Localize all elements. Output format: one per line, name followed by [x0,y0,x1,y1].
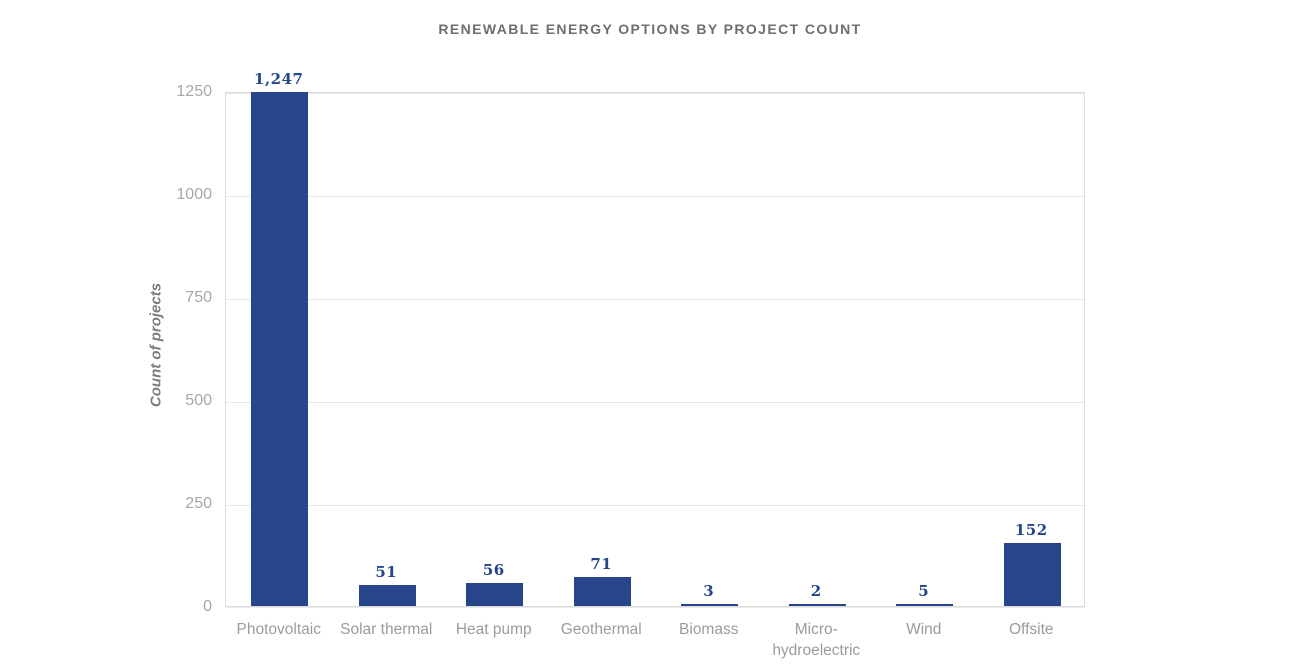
gridline-0 [226,607,1084,608]
x-tick-label-micro-hydroelectric: Micro-hydroelectric [741,619,891,661]
gridline-1000 [226,195,1084,197]
bar-heat-pump [466,582,524,606]
bar-biomass [681,604,739,606]
x-tick-label-line: Offsite [1008,621,1054,638]
gridline-250 [226,504,1084,506]
gridline-750 [226,298,1084,300]
y-tick-label-500: 500 [185,392,212,409]
x-tick-label-line: hydroelectric [772,642,861,659]
bar-value-label-biomass: 3 [703,582,715,600]
y-tick-label-250: 250 [185,495,212,512]
bar-value-label-heat-pump: 56 [482,560,505,579]
x-tick-label-line: Heat pump [455,621,532,638]
bar-wind [896,603,954,606]
x-tick-label-line: Solar thermal [340,621,433,638]
x-tick-label-line: Geothermal [560,621,642,638]
y-tick-label-1000: 1000 [176,186,212,203]
gridline-500 [226,401,1084,403]
bar-geothermal [573,576,631,606]
chart-title: RENEWABLE ENERGY OPTIONS BY PROJECT COUN… [438,21,862,37]
bar-value-label-solar-thermal: 51 [375,562,398,581]
x-tick-label-wind: Wind [849,619,999,640]
x-tick-label-line: Wind [906,621,942,638]
y-tick-label-0: 0 [203,598,212,615]
y-tick-label-1250: 1250 [176,83,212,100]
bar-photovoltaic [251,92,309,606]
x-tick-label-line: Biomass [679,621,739,638]
plot-area [225,92,1085,608]
x-tick-label-offsite: Offsite [956,619,1106,640]
x-tick-label-heat-pump: Heat pump [419,619,569,640]
x-tick-label-solar-thermal: Solar thermal [311,619,461,640]
x-tick-label-biomass: Biomass [634,619,784,640]
bar-value-label-offsite: 152 [1014,521,1048,540]
bar-value-label-geothermal: 71 [590,554,613,573]
bar-value-label-wind: 5 [918,581,930,600]
gridline-1250 [226,93,1084,94]
bar-value-label-photovoltaic: 1,247 [254,70,304,89]
bar-offsite [1003,543,1061,606]
x-tick-label-line: Micro- [794,621,838,638]
bar-solar-thermal [358,585,416,606]
y-tick-label-750: 750 [185,289,212,306]
x-tick-label-photovoltaic: Photovoltaic [204,619,354,640]
bar-value-label-micro-hydroelectric: 2 [810,582,822,600]
x-tick-label-line: Photovoltaic [236,621,321,638]
bar-micro-hydroelectric [788,604,846,606]
x-tick-label-geothermal: Geothermal [526,619,676,640]
